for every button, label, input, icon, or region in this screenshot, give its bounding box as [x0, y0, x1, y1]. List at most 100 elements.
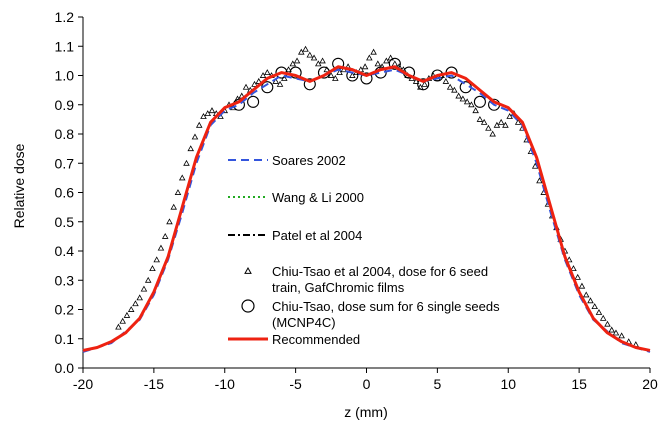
film-triangle-point	[608, 326, 616, 333]
mcnp-circle-point	[360, 72, 373, 85]
mcnp-circle-point	[388, 57, 401, 70]
x-tick-label: 10	[500, 376, 516, 392]
film-triangle-point	[472, 107, 479, 114]
film-triangle-point	[149, 265, 156, 272]
y-tick-labels: 0.0 0.1 0.2 0.3 0.4 0.5 0.6 0.7 0.8 0.9 1.0 1.1 1.2	[55, 9, 75, 376]
y-tick-label: 1.2	[55, 9, 75, 25]
film-triangle-point	[536, 177, 543, 184]
y-tick-label: 0.8	[55, 126, 75, 142]
film-triangle-point	[263, 69, 271, 76]
legend-label-line: Soares 2002	[272, 153, 346, 168]
film-triangle-point	[489, 130, 496, 137]
film-triangle-point	[442, 77, 450, 84]
film-triangle-point	[336, 69, 343, 76]
film-triangle-point	[578, 282, 586, 289]
film-triangle-point	[595, 309, 603, 315]
film-triangle-point	[506, 113, 513, 119]
y-axis-title: Relative dose	[11, 143, 27, 228]
film-triangle-point	[366, 54, 373, 61]
legend-label-line: (MCNP4C)	[272, 315, 336, 330]
x-tick-label: -20	[73, 376, 93, 392]
legend-label: Chiu-Tsao et al 2004, dose for 6 seed tra…	[272, 264, 488, 295]
film-triangle-point	[582, 291, 590, 298]
y-tick-label: 0.7	[55, 155, 75, 171]
film-triangle-point	[463, 98, 471, 105]
film-triangle-point	[285, 66, 292, 73]
y-tick-label: 0.5	[55, 214, 75, 230]
x-tick-labels: -20 -15 -10 -5 0 5 10 15 20	[73, 376, 658, 392]
film-triangle-point	[383, 57, 390, 64]
film-triangle-point	[514, 118, 522, 125]
film-triangle-point	[174, 189, 182, 195]
film-triangle-point	[591, 303, 598, 310]
film-triangle-point	[119, 317, 126, 324]
film-triangle-point	[612, 329, 620, 336]
mcnp-circle-point	[417, 78, 430, 91]
film-triangle-point	[127, 306, 135, 312]
film-triangle-point	[391, 60, 399, 67]
film-triangle-point	[315, 60, 322, 67]
mcnp-circle-point	[289, 66, 302, 79]
film-triangle-point	[144, 276, 152, 283]
film-triangle-point	[276, 80, 284, 87]
legend-label-line: Wang & Li 2000	[272, 190, 364, 205]
legend-label: Patel et al 2004	[272, 228, 362, 243]
y-tick-label: 1.0	[55, 68, 75, 84]
film-triangle-point	[502, 121, 509, 128]
film-triangle-point	[570, 265, 577, 272]
x-tick-label: -5	[289, 376, 302, 392]
legend-label-line: Patel et al 2004	[272, 228, 362, 243]
film-triangle-point	[459, 95, 467, 102]
film-triangle-point	[476, 115, 484, 122]
legend-label-line: train, GafChromic films	[272, 280, 405, 295]
film-triangle-point	[115, 323, 122, 330]
film-triangle-point	[599, 314, 607, 321]
film-triangle-point	[604, 320, 611, 327]
film-triangle-point	[170, 203, 177, 210]
film-triangle-point	[161, 232, 169, 239]
y-tick-label: 0.3	[55, 272, 75, 288]
legend-label-line: Chiu-Tsao et al 2004, dose for 6 seed	[272, 264, 488, 279]
film-triangle-point	[319, 57, 326, 64]
film-triangle-point	[332, 75, 339, 81]
film-triangle-point	[302, 45, 309, 52]
film-triangle-point	[259, 72, 267, 78]
mcnp-circle-point	[473, 95, 486, 108]
film-triangle-point	[251, 80, 258, 87]
recommended-line	[82, 65, 651, 352]
x-tick-label: 5	[433, 376, 441, 392]
film-triangle-point	[272, 77, 280, 84]
legend-swatch-circle	[241, 299, 255, 313]
mcnp-circle-point	[247, 95, 260, 108]
film-triangle-point	[468, 101, 475, 108]
film-triangle-point	[446, 83, 454, 90]
y-tick-label: 0.1	[55, 331, 75, 347]
film-triangle-point	[187, 145, 195, 152]
legend-label: Soares 2002	[272, 153, 346, 168]
film-triangle-point	[298, 48, 305, 55]
film-triangle-point	[618, 332, 625, 339]
film-triangle-point	[191, 133, 199, 140]
x-tick-label: 0	[363, 376, 371, 392]
film-triangle-point	[493, 121, 501, 128]
legend-label: Wang & Li 2000	[272, 190, 364, 205]
film-triangle-point	[178, 174, 186, 181]
film-triangle-point	[166, 218, 173, 225]
film-triangle-point	[153, 256, 160, 263]
legend-label: Chiu-Tsao, dose sum for 6 single seeds (M…	[272, 299, 500, 330]
y-tick-label: 0.9	[55, 97, 75, 113]
y-tick-label: 1.1	[55, 38, 75, 54]
film-triangle-point	[136, 294, 143, 301]
film-triangle-point	[204, 110, 212, 117]
film-triangle-point	[310, 54, 318, 61]
film-triangle-point	[242, 83, 250, 90]
legend-label-line: Recommended	[272, 332, 360, 347]
mcnp-circle-point	[303, 78, 316, 91]
film-triangle-point	[255, 77, 263, 84]
film-triangle-point	[289, 60, 297, 67]
film-triangle-point	[361, 63, 369, 70]
film-triangle-point	[349, 72, 356, 78]
legend: Soares 2002 Wang & Li 2000 Patel et al 200…	[228, 153, 500, 347]
x-tick-label: -10	[215, 376, 235, 392]
film-triangle-point	[574, 273, 581, 280]
